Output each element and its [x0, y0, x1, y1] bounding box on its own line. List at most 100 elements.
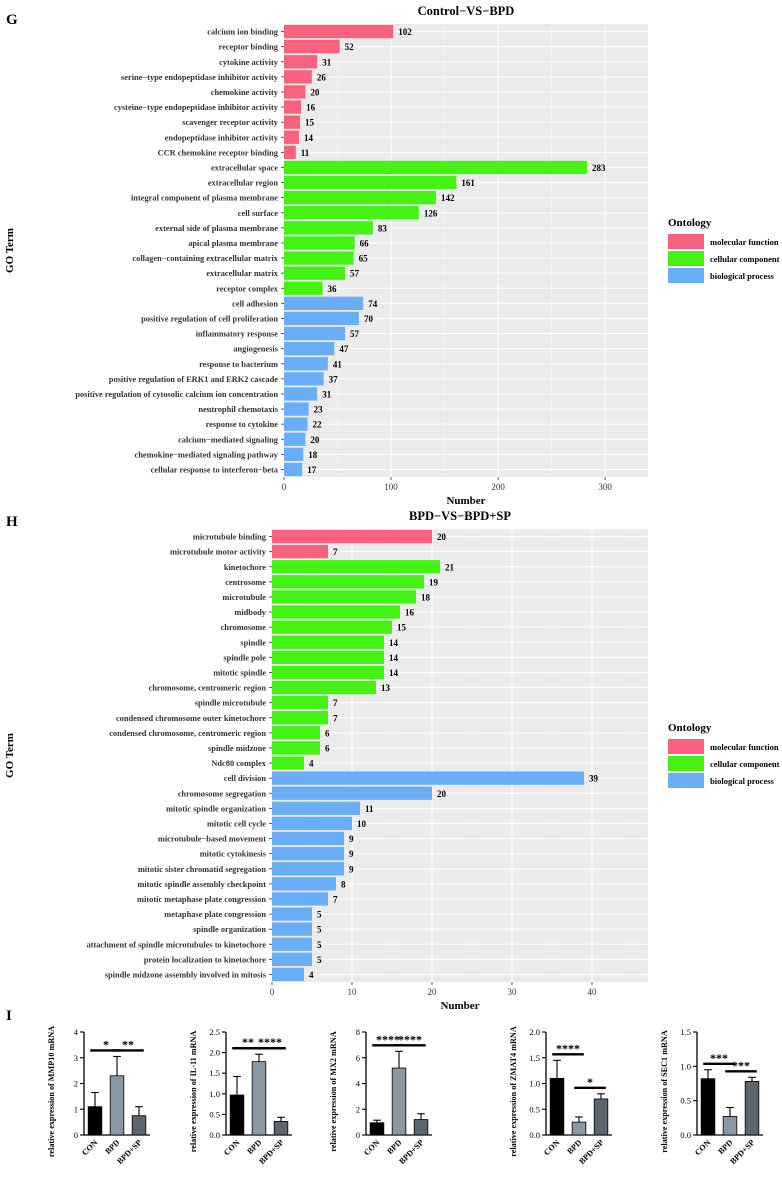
h-category-label: attachment of spindle microtubules to ki…	[86, 940, 266, 949]
g-value-label: 20	[310, 435, 320, 445]
g-value-label: 20	[310, 87, 320, 97]
g-value-label: 57	[350, 269, 360, 279]
i5-category-label: CON	[693, 1138, 712, 1157]
g-bar	[284, 266, 346, 280]
h-category-label: centrosome	[225, 578, 266, 587]
g-value-label: 22	[313, 420, 323, 430]
h-category-label: kinetochore	[224, 563, 266, 572]
g-value-label: 66	[360, 238, 370, 248]
g-x-axis-label: Number	[446, 495, 485, 507]
h-bar	[272, 937, 312, 951]
i2-category-label: CON	[222, 1138, 241, 1157]
h-legend-label: cellular component	[710, 759, 780, 769]
g-value-label: 15	[305, 118, 315, 128]
g-value-label: 126	[424, 208, 438, 218]
g-bar	[284, 311, 359, 326]
i5-significance-label: ***	[732, 1058, 750, 1072]
g-bar	[284, 145, 296, 159]
i1-y-tick-label: 1	[74, 1104, 78, 1114]
g-bar	[284, 206, 419, 220]
h-bar	[272, 529, 432, 544]
g-x-tick-label: 0	[282, 482, 287, 492]
i3-y-tick-label: 6	[356, 1053, 360, 1063]
g-bar	[284, 326, 346, 341]
g-value-label: 83	[378, 223, 388, 233]
i4-y-tick-label: 2.0	[529, 1027, 540, 1037]
i2-significance-label: **	[242, 1035, 254, 1049]
h-value-label: 9	[349, 849, 354, 859]
g-bar	[284, 115, 301, 129]
i5-y-tick-label: 1.0	[680, 1061, 691, 1071]
h-bar	[272, 605, 400, 619]
i2-y-tick-label: 1.5	[209, 1068, 220, 1078]
h-bar	[272, 952, 312, 966]
g-category-label: extracellular matrix	[206, 269, 279, 278]
h-category-label: microtubule binding	[193, 533, 267, 542]
g-category-label: angiogenesis	[233, 345, 278, 354]
i3-y-tick-label: 4	[356, 1079, 361, 1089]
h-bar	[272, 786, 432, 800]
i2-y-tick-label: 2.0	[209, 1048, 220, 1058]
g-value-label: 23	[314, 405, 324, 415]
g-value-label: 37	[329, 374, 339, 384]
i2-bar	[273, 1121, 289, 1136]
i1-bar	[87, 1106, 103, 1136]
h-bar	[272, 831, 344, 846]
g-bar	[284, 296, 364, 310]
g-value-label: 65	[359, 254, 369, 264]
h-value-label: 21	[445, 562, 455, 572]
g-legend-swatch	[668, 268, 704, 283]
h-value-label: 9	[349, 834, 354, 844]
i2-bar	[251, 1061, 267, 1136]
h-bar	[272, 680, 376, 695]
h-category-label: mitotic sister chromatid segregation	[138, 865, 267, 874]
g-bar	[284, 342, 335, 356]
h-legend-swatch	[668, 739, 704, 754]
i1-category-label: BPD	[103, 1138, 121, 1156]
g-bar	[284, 130, 299, 144]
i1-y-tick-label: 0	[74, 1130, 78, 1140]
h-x-axis-label: Number	[440, 1000, 479, 1012]
h-bar	[272, 741, 320, 755]
i1-y-axis-label: relative expression of MMP10 mRNA	[47, 1026, 56, 1157]
h-value-label: 20	[437, 789, 447, 799]
g-value-label: 14	[304, 133, 314, 143]
g-category-label: neutrophil chemotaxis	[198, 405, 278, 414]
h-y-axis-label: GO Term	[4, 733, 16, 778]
g-category-label: receptor complex	[216, 284, 279, 293]
g-x-tick-label: 200	[491, 482, 505, 492]
h-category-label: spindle midzone	[208, 744, 266, 753]
h-category-label: spindle microtubule	[195, 699, 267, 708]
h-value-label: 11	[365, 804, 374, 814]
g-bar	[284, 372, 324, 386]
g-legend-swatch	[668, 251, 704, 266]
g-category-label: cytokine activity	[219, 58, 279, 67]
h-category-label: condensed chromosome, centromeric region	[109, 729, 266, 738]
i3-y-tick-label: 2	[356, 1104, 360, 1114]
h-x-tick-label: 40	[588, 987, 598, 997]
i2-category-label: BPD	[245, 1138, 263, 1156]
g-bar	[284, 402, 309, 416]
g-bar	[284, 160, 587, 175]
h-bar	[272, 620, 392, 634]
i4-y-axis-label: relative expression of ZMAT4 mRNA	[509, 1026, 518, 1157]
g-legend-label: molecular function	[710, 237, 779, 247]
h-bar	[272, 560, 440, 574]
h-title: BPD−VS−BPD+SP	[409, 509, 511, 523]
h-legend-swatch	[668, 756, 704, 771]
h-category-label: microtubule	[222, 593, 266, 602]
i4-bar	[593, 1098, 609, 1136]
g-category-label: scavenger receptor activity	[182, 118, 279, 127]
h-value-label: 4	[309, 759, 314, 769]
i3-y-axis-label: relative expression of MX2 mRNA	[329, 1031, 338, 1151]
g-bar	[284, 100, 302, 114]
i5-category-label: BPD+SP	[728, 1138, 756, 1166]
g-y-axis-label: GO Term	[4, 228, 16, 273]
h-bar	[272, 726, 320, 740]
i5-significance-label: ***	[710, 1051, 728, 1065]
g-category-label: endopeptidase inhibitor activity	[165, 133, 279, 142]
g-category-label: CCR chemokine receptor binding	[158, 148, 279, 157]
h-bar	[272, 922, 312, 936]
g-category-label: cell surface	[238, 209, 279, 218]
i4-y-tick-label: 0.5	[529, 1104, 540, 1114]
